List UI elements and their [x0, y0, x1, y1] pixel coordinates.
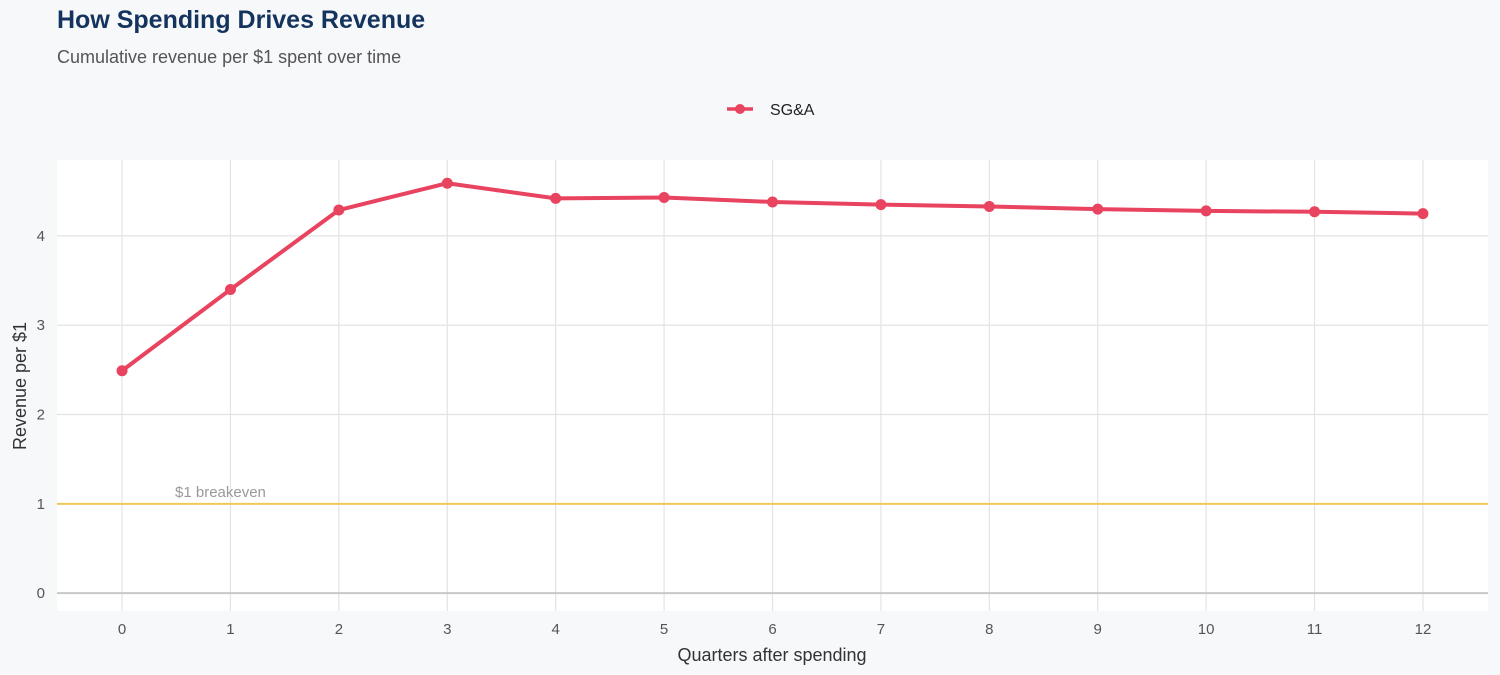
data-point — [116, 365, 128, 377]
x-tick-label: 6 — [768, 621, 776, 638]
data-point — [1200, 205, 1212, 217]
legend-marker — [735, 104, 745, 114]
data-point — [333, 204, 345, 216]
y-axis-label: Revenue per $1 — [10, 322, 30, 450]
breakeven-line-group: $1 breakeven — [57, 484, 1488, 505]
data-point — [658, 192, 670, 204]
x-tick-label: 7 — [877, 621, 885, 638]
x-tick-label: 2 — [335, 621, 343, 638]
x-tick-label: 8 — [985, 621, 993, 638]
x-tick-label: 5 — [660, 621, 668, 638]
x-tick-label: 11 — [1307, 621, 1323, 638]
legend-label: SG&A — [770, 102, 815, 119]
x-tick-label: 12 — [1415, 621, 1432, 638]
x-tick-label: 10 — [1198, 621, 1215, 638]
data-point — [224, 283, 236, 295]
data-point — [1092, 203, 1104, 215]
legend: SG&A — [727, 102, 815, 119]
breakeven-label: $1 breakeven — [175, 484, 266, 501]
x-tick-label: 4 — [552, 621, 560, 638]
data-point — [1309, 206, 1321, 218]
y-tick-label: 2 — [37, 407, 45, 424]
x-tick-label: 9 — [1094, 621, 1102, 638]
y-tick-label: 0 — [37, 585, 45, 602]
series-group — [116, 177, 1429, 377]
data-point — [550, 192, 562, 204]
data-point — [875, 199, 887, 211]
x-tick-label: 0 — [118, 621, 126, 638]
y-tick-label: 4 — [37, 228, 45, 245]
y-tick-label: 3 — [37, 317, 45, 334]
y-tick-label: 1 — [37, 496, 45, 513]
chart-subtitle: Cumulative revenue per $1 spent over tim… — [57, 47, 402, 67]
data-point — [983, 200, 995, 212]
chart-title: How Spending Drives Revenue — [57, 6, 426, 34]
x-axis-label: Quarters after spending — [677, 645, 866, 665]
data-point — [767, 196, 778, 208]
data-point — [441, 177, 453, 189]
x-tick-label: 1 — [226, 621, 234, 638]
data-point — [1417, 208, 1429, 220]
x-tick-label: 3 — [443, 621, 451, 638]
